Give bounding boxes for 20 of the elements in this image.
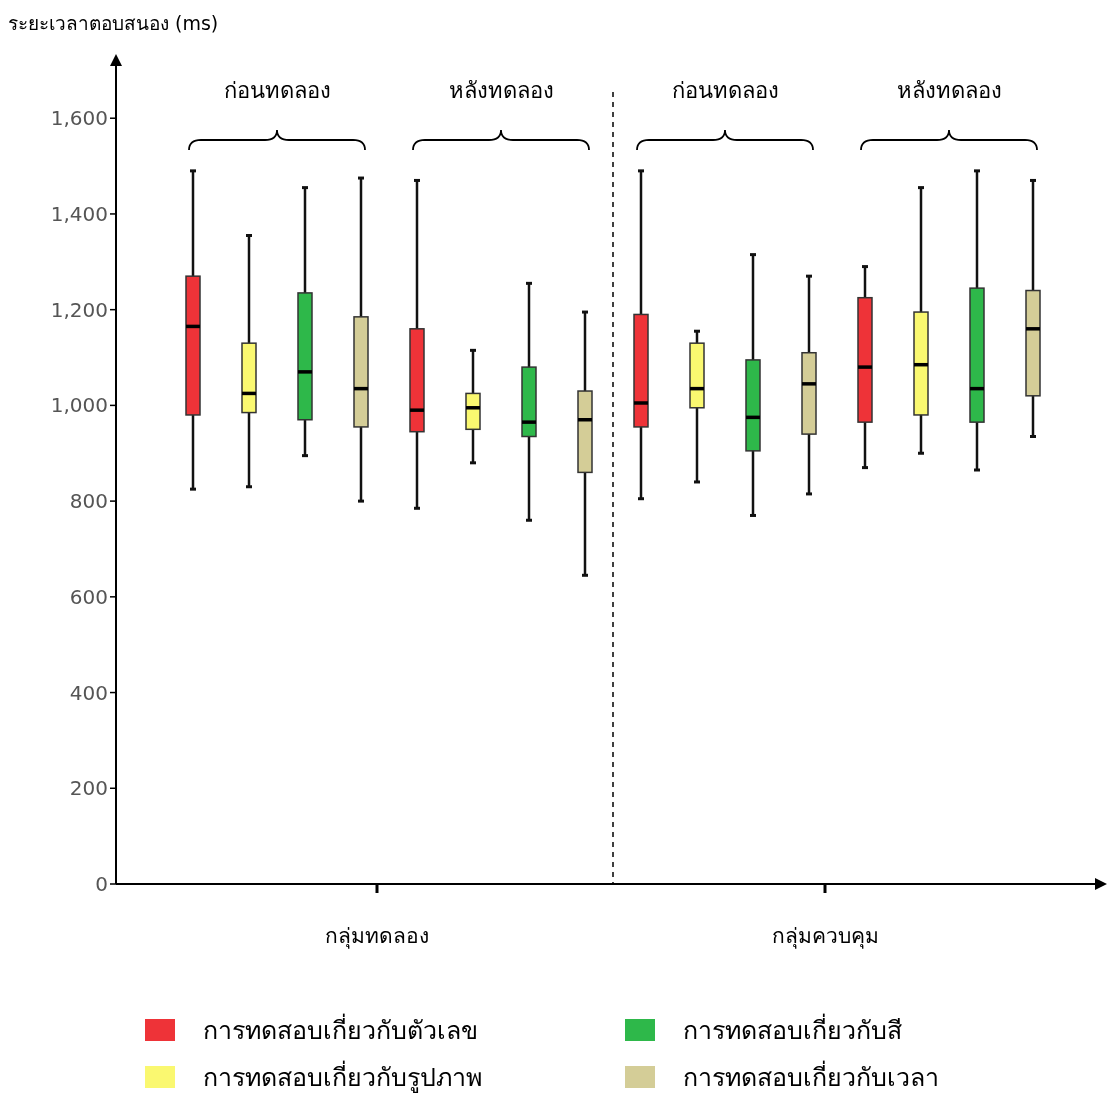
y-tick-label: 1,200: [50, 297, 108, 322]
x-tick-label: หลังทดลอง: [896, 78, 1002, 103]
y-axis-title: ระยะเวลาตอบสนอง (ms): [8, 12, 219, 34]
text: กลุ่มควบคุม: [771, 924, 879, 949]
legend-label: การทดสอบเกี่ยวกับรูปภาพ: [203, 1060, 482, 1093]
y-tick-label: 200: [69, 776, 108, 801]
x-tick-label: หลังทดลอง: [448, 78, 554, 103]
x-tick-label: ก่อนทดลอง: [223, 78, 331, 103]
y-tick-label: 600: [69, 584, 108, 609]
y-tick-label: 0: [95, 872, 108, 896]
legend-label: การทดสอบเกี่ยวกับตัวเลข: [203, 1013, 478, 1045]
y-tick-label: 400: [69, 680, 108, 705]
y-tick-label: 800: [69, 489, 108, 514]
y-tick-label: 1,600: [50, 106, 108, 131]
text: กลุ่มทดลอง: [325, 924, 429, 949]
y-tick-label: 1,000: [50, 393, 108, 418]
y-tick-label: 1,400: [50, 201, 108, 226]
legend-label: การทดสอบเกี่ยวกับสี: [683, 1013, 902, 1045]
legend-label: การทดสอบเกี่ยวกับเวลา: [683, 1060, 939, 1092]
x-tick-label: ก่อนทดลอง: [671, 78, 779, 103]
